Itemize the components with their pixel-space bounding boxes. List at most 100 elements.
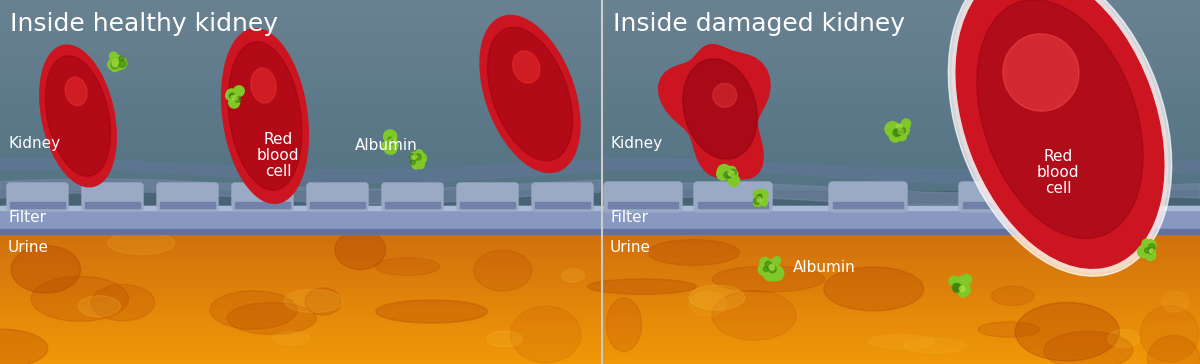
- Bar: [604, 164, 1200, 170]
- Bar: [0, 337, 600, 342]
- Bar: [0, 250, 600, 256]
- Bar: [604, 281, 1200, 286]
- Circle shape: [234, 86, 245, 96]
- Circle shape: [409, 154, 414, 158]
- Circle shape: [761, 200, 767, 206]
- Bar: [604, 76, 1200, 82]
- Bar: [604, 35, 1200, 41]
- Bar: [0, 87, 600, 93]
- Circle shape: [1145, 248, 1150, 253]
- Bar: [604, 82, 1200, 88]
- Circle shape: [384, 143, 395, 154]
- Bar: [604, 102, 1200, 108]
- Ellipse shape: [65, 77, 88, 106]
- Circle shape: [954, 284, 961, 291]
- Circle shape: [386, 135, 395, 144]
- Circle shape: [893, 129, 900, 136]
- Bar: [0, 341, 600, 347]
- Ellipse shape: [31, 276, 128, 321]
- FancyBboxPatch shape: [457, 183, 518, 211]
- Text: Filter: Filter: [610, 210, 648, 225]
- Circle shape: [390, 138, 396, 144]
- Bar: [604, 285, 1200, 290]
- Bar: [604, 107, 1200, 113]
- Polygon shape: [683, 59, 757, 159]
- Bar: [604, 179, 1200, 185]
- Bar: [0, 350, 600, 355]
- FancyBboxPatch shape: [959, 182, 1037, 212]
- Ellipse shape: [868, 335, 934, 349]
- Circle shape: [757, 195, 762, 200]
- Circle shape: [1145, 246, 1156, 256]
- Bar: [0, 66, 600, 72]
- Bar: [0, 164, 600, 170]
- Circle shape: [1142, 241, 1151, 249]
- Bar: [604, 195, 1200, 201]
- Bar: [604, 20, 1200, 26]
- Bar: [604, 250, 1200, 256]
- FancyBboxPatch shape: [157, 183, 218, 211]
- Circle shape: [763, 267, 768, 272]
- Bar: [0, 92, 600, 98]
- Bar: [604, 272, 1200, 277]
- FancyBboxPatch shape: [829, 182, 907, 212]
- Ellipse shape: [108, 232, 175, 254]
- Bar: [604, 324, 1200, 329]
- Bar: [604, 30, 1200, 36]
- Circle shape: [385, 140, 391, 145]
- Bar: [0, 46, 600, 51]
- Circle shape: [901, 119, 911, 128]
- Bar: [0, 169, 600, 175]
- Bar: [0, 206, 600, 210]
- Bar: [0, 333, 600, 338]
- Ellipse shape: [1108, 329, 1140, 347]
- Bar: [0, 285, 600, 290]
- Bar: [604, 9, 1200, 15]
- Bar: [604, 276, 1200, 282]
- Bar: [604, 191, 1200, 216]
- Bar: [0, 123, 600, 129]
- Bar: [604, 4, 1200, 10]
- Ellipse shape: [78, 296, 120, 317]
- Bar: [604, 51, 1200, 57]
- Bar: [604, 242, 1200, 247]
- Text: Red
blood
cell: Red blood cell: [257, 132, 299, 179]
- Bar: [604, 185, 1200, 190]
- Bar: [0, 259, 600, 264]
- Circle shape: [958, 285, 967, 294]
- Circle shape: [410, 159, 415, 165]
- Circle shape: [229, 92, 239, 102]
- Bar: [604, 298, 1200, 303]
- Ellipse shape: [905, 338, 966, 353]
- FancyBboxPatch shape: [82, 183, 143, 211]
- Bar: [0, 246, 600, 251]
- Circle shape: [955, 276, 967, 288]
- Circle shape: [728, 175, 739, 186]
- Bar: [0, 263, 600, 269]
- Ellipse shape: [272, 332, 310, 345]
- Bar: [604, 169, 1200, 175]
- Bar: [604, 263, 1200, 269]
- Circle shape: [235, 96, 241, 102]
- Ellipse shape: [588, 279, 696, 294]
- Polygon shape: [604, 158, 1200, 183]
- Circle shape: [412, 161, 420, 169]
- Bar: [0, 30, 600, 36]
- Polygon shape: [604, 183, 1200, 205]
- Bar: [698, 202, 768, 208]
- Ellipse shape: [1140, 306, 1199, 362]
- Ellipse shape: [824, 267, 924, 311]
- Circle shape: [755, 198, 761, 205]
- Circle shape: [721, 166, 730, 174]
- Bar: [604, 341, 1200, 347]
- Polygon shape: [0, 179, 600, 204]
- Bar: [0, 71, 600, 77]
- Circle shape: [949, 276, 959, 286]
- Ellipse shape: [376, 258, 439, 276]
- Circle shape: [386, 139, 398, 151]
- Bar: [85, 202, 140, 208]
- Circle shape: [415, 153, 426, 164]
- Ellipse shape: [210, 291, 296, 329]
- Circle shape: [716, 167, 730, 180]
- Circle shape: [896, 124, 902, 130]
